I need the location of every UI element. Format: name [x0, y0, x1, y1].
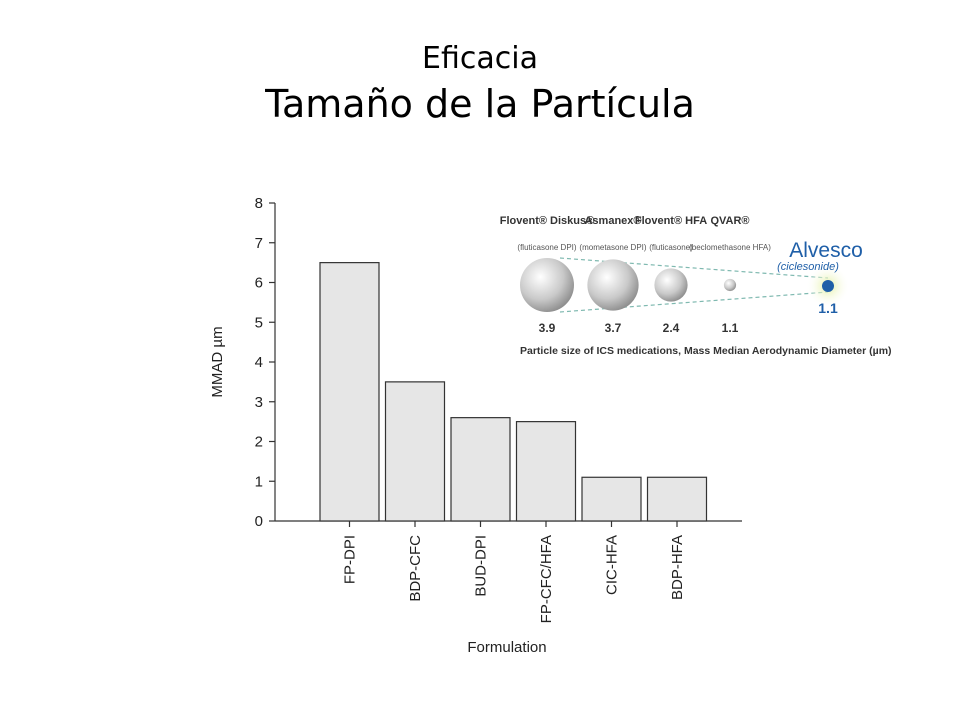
y-tick-label: 7	[255, 235, 263, 252]
product-value: 3.9	[539, 321, 556, 335]
particle-sphere	[654, 268, 688, 302]
inset-highlight: Alvesco(ciclesonide) 1.1	[777, 239, 863, 316]
product-value: 2.4	[663, 321, 680, 335]
slide-heading: Eficacia	[422, 41, 538, 76]
y-tick-label: 0	[255, 513, 263, 530]
bar	[515, 421, 577, 522]
slide-title: Eficacia Tamaño de la Partícula	[0, 40, 960, 130]
product-name: QVAR®	[710, 215, 749, 227]
inset-particle-sizes: Flovent® Diskus® (fluticasone DPI) 3.9 Asma…	[500, 198, 892, 370]
bar	[646, 476, 708, 522]
highlight-value: 1.1	[818, 300, 838, 316]
highlight-particle	[822, 280, 834, 292]
x-tick-label: FP-CFC/HFA	[538, 535, 555, 623]
particle-sphere	[723, 278, 737, 292]
slide-subheading: Tamaño de la Partícula	[265, 82, 695, 126]
highlight-name: Alvesco	[789, 239, 863, 262]
y-axis-label: MMAD µm	[209, 326, 226, 397]
y-tick-label: 3	[255, 394, 263, 411]
bar	[384, 381, 446, 522]
y-tick-label: 4	[255, 354, 263, 371]
highlight-detail: (ciclesonide)	[777, 261, 839, 273]
x-tick-label: BDP-CFC	[407, 535, 424, 602]
product-value: 1.1	[722, 321, 739, 335]
particle-sphere	[520, 258, 574, 312]
bar	[581, 476, 642, 522]
y-tick-label: 2	[255, 434, 263, 451]
product-detail: (mometasone DPI)	[579, 243, 646, 252]
product-name: Flovent® Diskus®	[500, 215, 594, 227]
x-tick-label: BUD-DPI	[473, 535, 490, 597]
particle-sphere	[587, 259, 639, 311]
y-tick-label: 8	[255, 195, 263, 212]
inset-products: Flovent® Diskus® (fluticasone DPI) 3.9 Asma…	[500, 215, 829, 335]
y-tick-label: 1	[255, 473, 263, 490]
x-tick-label: CIC-HFA	[604, 535, 621, 595]
product-detail: (beclomethasone HFA)	[689, 243, 771, 252]
product-detail: (fluticasone DPI)	[517, 243, 576, 252]
y-tick-label: 5	[255, 314, 263, 331]
x-tick-label: FP-DPI	[342, 535, 359, 584]
bar	[450, 417, 511, 522]
bar	[319, 262, 380, 522]
product-name: Flovent® HFA	[635, 215, 707, 227]
product-value: 3.7	[605, 321, 622, 335]
chart-ticks: 0 1 2 3 4 5 6 7 8	[255, 195, 275, 530]
y-tick-label: 6	[255, 275, 263, 292]
x-tick-label: BDP-HFA	[669, 535, 686, 600]
product-name: Asmanex®	[584, 215, 641, 227]
x-axis-label: Formulation	[467, 639, 546, 656]
product-detail: (fluticasone)	[649, 243, 693, 252]
inset-caption: Particle size of ICS medications, Mass M…	[520, 345, 892, 357]
chart-categories: FP-DPI BDP-CFC BUD-DPI FP-CFC/HFA CIC-HFA BDP…	[342, 521, 686, 623]
chart-bars	[319, 262, 708, 522]
